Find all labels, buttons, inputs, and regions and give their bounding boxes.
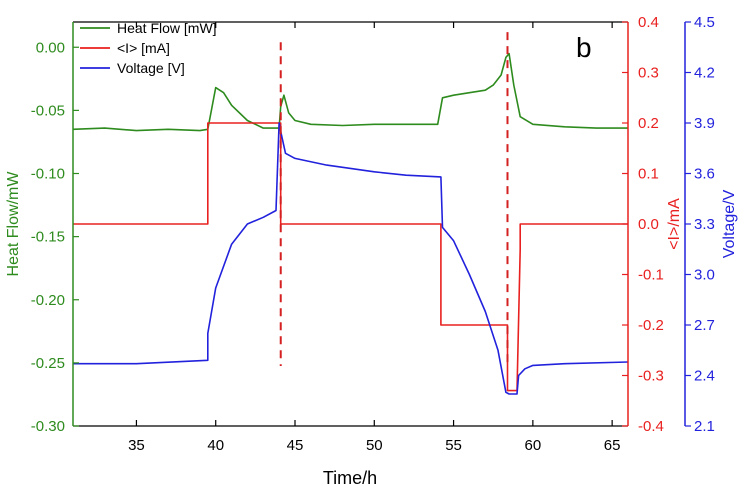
voltage-tick-label: 3.0	[694, 267, 715, 284]
voltage-tick-label: 2.7	[694, 317, 715, 334]
x-tick-label: 50	[366, 437, 383, 454]
left-tick-label: -0.20	[31, 292, 65, 309]
current-tick-label: 0.2	[638, 115, 659, 132]
series-line	[72, 52, 628, 132]
voltage-tick-label: 3.9	[694, 115, 715, 132]
voltage-tick-label: 4.2	[694, 65, 715, 82]
x-tick-label: 55	[445, 437, 462, 454]
voltage-axis-title: Voltage/V	[721, 189, 738, 258]
voltage-tick-label: 2.4	[694, 368, 715, 385]
x-axis-title: Time/h	[323, 468, 377, 486]
x-tick-label: 35	[128, 437, 145, 454]
voltage-tick-label: 3.3	[694, 216, 715, 233]
left-tick-label: -0.05	[31, 102, 65, 119]
current-tick-label: 0.4	[638, 14, 659, 31]
x-tick-label: 45	[287, 437, 304, 454]
panel-label: b	[576, 32, 592, 63]
left-tick-label: -0.10	[31, 166, 65, 183]
series-line	[73, 122, 629, 395]
x-tick-label: 65	[604, 437, 621, 454]
left-tick-label: -0.25	[31, 355, 65, 372]
series-line	[73, 122, 628, 392]
left-tick-label: -0.15	[31, 229, 65, 246]
left-tick-label: -0.30	[31, 418, 65, 435]
voltage-tick-label: 2.1	[694, 418, 715, 435]
left-axis-title: Heat Flow/mW	[5, 171, 22, 277]
legend-label: <I> [mA]	[117, 40, 170, 56]
current-tick-label: -0.2	[638, 317, 664, 334]
voltage-tick-label: 4.5	[694, 14, 715, 31]
current-tick-label: -0.4	[638, 418, 664, 435]
voltage-tick-label: 3.6	[694, 166, 715, 183]
current-tick-label: -0.1	[638, 267, 664, 284]
current-tick-label: -0.3	[638, 368, 664, 385]
current-tick-label: 0.1	[638, 166, 659, 183]
current-tick-label: 0.3	[638, 65, 659, 82]
left-tick-label: 0.00	[36, 39, 65, 56]
x-tick-label: 40	[207, 437, 224, 454]
current-tick-label: 0.0	[638, 216, 659, 233]
x-tick-label: 60	[525, 437, 542, 454]
legend-label: Voltage [V]	[117, 60, 185, 76]
current-axis-title: <I>/mA	[666, 198, 683, 250]
legend-label: Heat Flow [mW]	[117, 20, 217, 36]
